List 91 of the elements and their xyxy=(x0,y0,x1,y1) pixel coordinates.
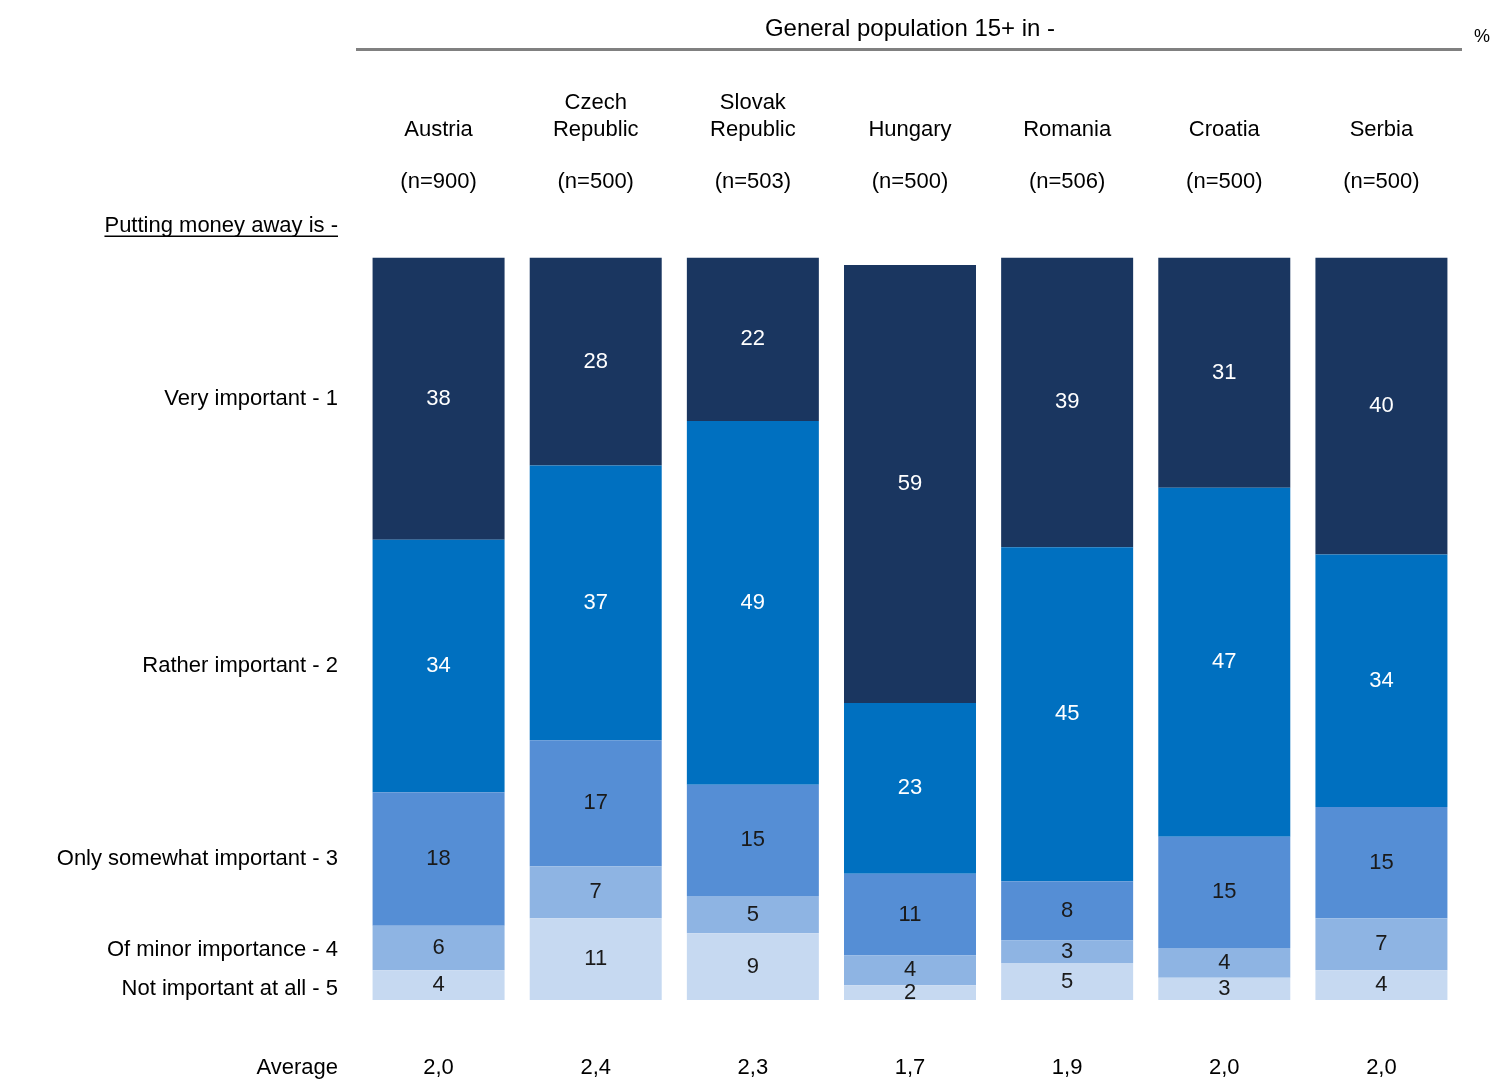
bar xyxy=(529,465,662,741)
bar xyxy=(844,703,976,874)
text: 2,0 xyxy=(423,1054,454,1079)
data-label: 22 xyxy=(740,325,766,351)
bar xyxy=(1158,487,1291,837)
series-label: Only somewhat important - 3 xyxy=(56,845,338,871)
category-label: Hungary (n=500) xyxy=(868,115,952,194)
bar xyxy=(1158,257,1291,488)
category-label: Romania (n=506) xyxy=(1023,115,1112,194)
data-label: 3 xyxy=(1218,974,1231,1000)
bar xyxy=(686,896,819,934)
data-label: 5 xyxy=(1061,967,1074,993)
bar xyxy=(1158,948,1291,978)
bar xyxy=(372,925,505,971)
text: 2,3 xyxy=(737,1054,769,1079)
bar xyxy=(372,792,505,926)
text: 2,0 xyxy=(1366,1054,1397,1079)
data-label: 9 xyxy=(746,952,759,978)
text: Average xyxy=(256,1054,338,1079)
data-label: 34 xyxy=(426,651,451,677)
category-label: Austria (n=900) xyxy=(400,115,477,194)
bar xyxy=(844,873,976,956)
data-label: 4 xyxy=(1375,971,1388,997)
bar xyxy=(1315,554,1448,807)
data-label: 28 xyxy=(583,347,608,373)
bar xyxy=(1001,962,1134,1000)
bar xyxy=(1001,940,1134,963)
bar xyxy=(686,420,819,785)
bar xyxy=(529,740,662,867)
series-label: Rather important - 2 xyxy=(142,651,338,677)
data-label: 7 xyxy=(589,878,602,904)
bar xyxy=(686,933,819,1000)
data-label: 34 xyxy=(1369,666,1394,692)
bar xyxy=(1315,257,1448,555)
bar xyxy=(1315,918,1448,971)
bar xyxy=(1001,257,1134,548)
category-label: Czech Republic (n=500) xyxy=(552,89,639,194)
data-label: 6 xyxy=(432,934,445,960)
data-label: 37 xyxy=(583,588,608,614)
data-label: 45 xyxy=(1054,700,1080,726)
category-label: Serbia (n=500) xyxy=(1343,115,1420,194)
bar xyxy=(529,918,662,1000)
data-label: 38 xyxy=(426,384,451,410)
text: 1,7 xyxy=(894,1054,926,1079)
bar xyxy=(372,539,505,793)
series-label: Of minor importance - 4 xyxy=(106,936,338,962)
text: 1,9 xyxy=(1051,1054,1083,1079)
data-label: 7 xyxy=(1375,930,1388,956)
bar xyxy=(529,257,662,466)
series-label: Not important at all - 5 xyxy=(121,975,338,1001)
data-label: 59 xyxy=(897,470,923,496)
data-label: 5 xyxy=(746,900,759,926)
category-label: Croatia (n=500) xyxy=(1186,115,1263,194)
data-label: 23 xyxy=(897,774,923,800)
data-label: 18 xyxy=(426,845,451,871)
bar xyxy=(372,257,505,540)
series-label: Very important - 1 xyxy=(164,384,338,410)
data-label: 3 xyxy=(1061,937,1074,963)
data-label: 8 xyxy=(1061,896,1074,922)
bar xyxy=(1001,881,1134,941)
bar xyxy=(1001,547,1134,882)
bar xyxy=(372,970,505,1000)
bar xyxy=(686,784,819,897)
text: % xyxy=(1473,26,1490,46)
text: 2,0 xyxy=(1208,1054,1240,1079)
text: 2,4 xyxy=(580,1054,612,1079)
bar xyxy=(1315,806,1448,919)
data-label: 47 xyxy=(1212,648,1237,674)
bar xyxy=(844,985,976,1000)
legend-title: Putting money away is - xyxy=(104,211,338,237)
data-label: 40 xyxy=(1369,392,1394,418)
bar xyxy=(844,955,976,986)
data-label: 15 xyxy=(740,826,766,852)
data-label: 49 xyxy=(740,588,766,614)
bar xyxy=(844,265,976,704)
category-label: Slovak Republic (n=503) xyxy=(710,89,796,194)
data-label: 39 xyxy=(1054,388,1080,414)
data-label: 31 xyxy=(1212,358,1237,384)
data-label: 15 xyxy=(1369,848,1394,874)
bar xyxy=(529,866,662,919)
bar xyxy=(1158,977,1291,1000)
data-label: 11 xyxy=(898,900,922,926)
bar xyxy=(686,257,819,421)
data-label: 4 xyxy=(1218,948,1231,974)
chart-title: General population 15+ in - xyxy=(764,14,1056,41)
data-label: 15 xyxy=(1212,878,1237,904)
data-label: 4 xyxy=(432,971,445,997)
data-label: 17 xyxy=(583,789,608,815)
bar xyxy=(1315,970,1448,1000)
bar xyxy=(1158,836,1291,949)
data-label: 11 xyxy=(584,945,608,971)
